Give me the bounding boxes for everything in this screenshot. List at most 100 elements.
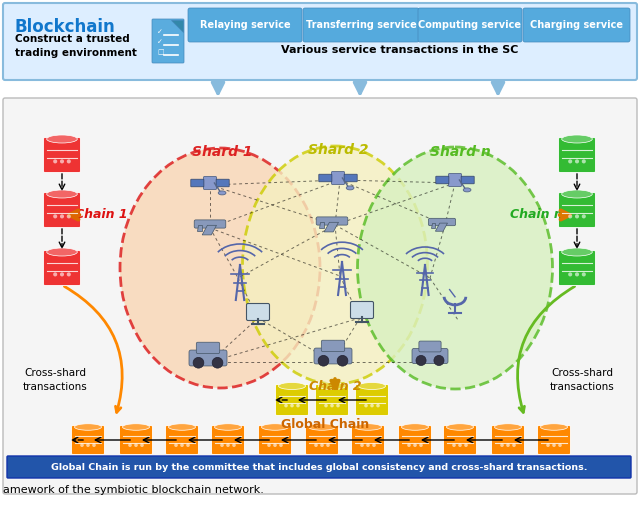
Ellipse shape bbox=[122, 424, 150, 430]
Circle shape bbox=[180, 444, 184, 447]
FancyBboxPatch shape bbox=[314, 348, 352, 364]
FancyBboxPatch shape bbox=[72, 426, 104, 455]
Ellipse shape bbox=[358, 147, 552, 389]
Circle shape bbox=[370, 404, 374, 408]
FancyBboxPatch shape bbox=[275, 384, 308, 416]
Text: Chain 2: Chain 2 bbox=[308, 381, 362, 393]
Circle shape bbox=[273, 444, 277, 447]
Ellipse shape bbox=[319, 383, 346, 390]
FancyBboxPatch shape bbox=[152, 19, 184, 63]
Ellipse shape bbox=[562, 248, 592, 256]
Circle shape bbox=[320, 444, 324, 447]
FancyBboxPatch shape bbox=[211, 426, 244, 455]
Ellipse shape bbox=[120, 148, 320, 388]
FancyBboxPatch shape bbox=[259, 426, 291, 455]
Circle shape bbox=[416, 356, 426, 366]
FancyBboxPatch shape bbox=[316, 217, 348, 225]
FancyBboxPatch shape bbox=[44, 251, 81, 286]
Circle shape bbox=[53, 160, 57, 163]
Polygon shape bbox=[197, 225, 202, 231]
Circle shape bbox=[407, 444, 411, 447]
Text: □: □ bbox=[157, 49, 164, 55]
FancyBboxPatch shape bbox=[492, 426, 525, 455]
Circle shape bbox=[212, 357, 223, 368]
FancyBboxPatch shape bbox=[461, 176, 474, 184]
Circle shape bbox=[326, 444, 330, 447]
FancyBboxPatch shape bbox=[332, 172, 344, 184]
Circle shape bbox=[60, 160, 64, 163]
Circle shape bbox=[67, 160, 71, 163]
FancyArrowPatch shape bbox=[65, 286, 122, 412]
Polygon shape bbox=[435, 223, 447, 231]
FancyBboxPatch shape bbox=[344, 174, 357, 182]
Text: Chain n: Chain n bbox=[510, 208, 563, 222]
Circle shape bbox=[318, 356, 329, 366]
Polygon shape bbox=[431, 223, 435, 227]
Ellipse shape bbox=[401, 424, 429, 430]
Circle shape bbox=[360, 444, 364, 447]
Circle shape bbox=[140, 444, 144, 447]
FancyBboxPatch shape bbox=[189, 350, 227, 366]
Circle shape bbox=[376, 404, 380, 408]
FancyBboxPatch shape bbox=[321, 340, 345, 351]
Circle shape bbox=[314, 444, 318, 447]
FancyBboxPatch shape bbox=[559, 137, 595, 172]
Circle shape bbox=[568, 214, 572, 218]
Circle shape bbox=[232, 444, 236, 447]
Circle shape bbox=[512, 444, 516, 447]
FancyBboxPatch shape bbox=[7, 456, 631, 478]
Circle shape bbox=[128, 444, 132, 447]
Ellipse shape bbox=[308, 424, 335, 430]
FancyBboxPatch shape bbox=[316, 384, 349, 416]
Ellipse shape bbox=[463, 188, 471, 192]
FancyBboxPatch shape bbox=[246, 304, 269, 321]
Polygon shape bbox=[324, 222, 339, 232]
Ellipse shape bbox=[214, 424, 241, 430]
FancyBboxPatch shape bbox=[319, 174, 332, 182]
FancyBboxPatch shape bbox=[44, 137, 81, 172]
FancyBboxPatch shape bbox=[120, 426, 152, 455]
Circle shape bbox=[506, 444, 510, 447]
FancyBboxPatch shape bbox=[351, 426, 385, 455]
FancyBboxPatch shape bbox=[538, 426, 570, 455]
Text: Relaying service: Relaying service bbox=[200, 20, 291, 30]
FancyBboxPatch shape bbox=[399, 426, 431, 455]
Ellipse shape bbox=[262, 424, 289, 430]
Ellipse shape bbox=[47, 190, 77, 198]
FancyBboxPatch shape bbox=[216, 179, 229, 187]
Circle shape bbox=[558, 444, 562, 447]
FancyBboxPatch shape bbox=[355, 384, 388, 416]
Ellipse shape bbox=[495, 424, 522, 430]
Circle shape bbox=[568, 160, 572, 163]
Circle shape bbox=[86, 444, 90, 447]
Circle shape bbox=[284, 404, 288, 408]
FancyBboxPatch shape bbox=[196, 342, 220, 354]
Ellipse shape bbox=[47, 135, 77, 143]
Ellipse shape bbox=[168, 424, 195, 430]
Ellipse shape bbox=[355, 424, 381, 430]
Circle shape bbox=[67, 214, 71, 218]
Circle shape bbox=[434, 356, 444, 366]
FancyBboxPatch shape bbox=[303, 8, 419, 42]
Circle shape bbox=[174, 444, 178, 447]
Text: amework of the symbiotic blockchain network.: amework of the symbiotic blockchain netw… bbox=[3, 485, 264, 495]
FancyBboxPatch shape bbox=[188, 8, 302, 42]
Circle shape bbox=[336, 404, 340, 408]
FancyBboxPatch shape bbox=[412, 348, 448, 364]
FancyBboxPatch shape bbox=[191, 179, 204, 187]
FancyBboxPatch shape bbox=[204, 176, 216, 190]
FancyBboxPatch shape bbox=[418, 8, 522, 42]
Ellipse shape bbox=[562, 190, 592, 198]
FancyBboxPatch shape bbox=[166, 426, 198, 455]
Circle shape bbox=[582, 214, 586, 218]
FancyBboxPatch shape bbox=[559, 192, 595, 227]
Text: Charging service: Charging service bbox=[530, 20, 623, 30]
FancyBboxPatch shape bbox=[305, 426, 339, 455]
Ellipse shape bbox=[358, 383, 385, 390]
Ellipse shape bbox=[74, 424, 102, 430]
Circle shape bbox=[458, 444, 462, 447]
Text: Construct a trusted
trading environment: Construct a trusted trading environment bbox=[15, 34, 137, 58]
Text: Shard 1: Shard 1 bbox=[192, 145, 252, 159]
Circle shape bbox=[220, 444, 224, 447]
Circle shape bbox=[226, 444, 230, 447]
